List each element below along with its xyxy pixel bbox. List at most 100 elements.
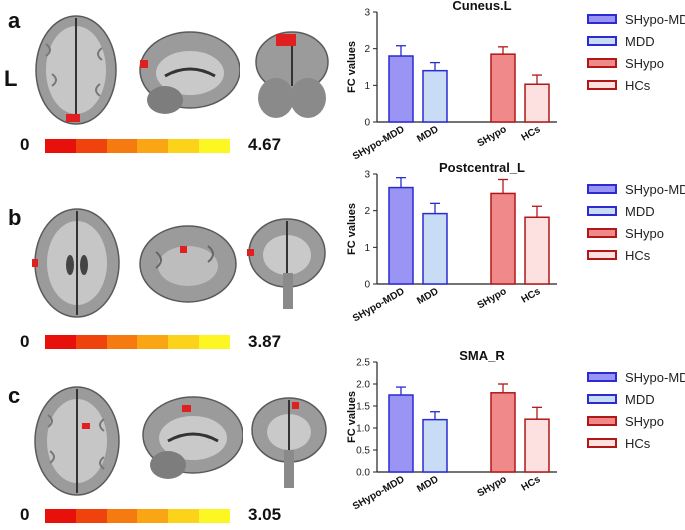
colorbar-segment [199,335,230,349]
x-tick-label: SHypo-MDD [351,124,407,162]
legend-item: MDD [587,30,685,52]
legend-swatch [587,250,617,260]
y-axis-label: FC values [346,391,358,443]
x-tick-label: HCs [520,124,543,144]
legend-item: SHypo [587,222,685,244]
legend-c: SHypo-MDD MDD SHypo HCs [587,366,685,454]
activation-blob [82,423,90,429]
legend-label: SHypo-MDD [625,11,685,27]
x-tick-label: SHypo [476,124,509,149]
scale-max-b: 3.87 [248,332,282,351]
legend-swatch [587,58,617,68]
bar [524,418,550,473]
legend-item: SHypo-MDD [587,366,685,388]
brain-axial-slice-b [32,208,120,318]
y-tick-label: 3 [364,8,370,19]
colorbar-segment [45,139,76,153]
colorbar-segment [45,509,76,523]
activation-blob [182,405,191,412]
colorbar-a [45,139,230,153]
scale-max-c: 3.05 [248,505,282,524]
brain-coronal-slice-a [255,31,329,118]
y-tick-label: 0.0 [356,468,370,479]
bar-chart-postcentral: Postcentral_L FC values 0 1 2 3 SHypo-MDD MDD SH… [346,160,557,324]
bar [388,394,414,473]
colorbar-segment [75,139,107,153]
bar [524,216,550,285]
bar [422,69,448,123]
colorbar-segment [106,139,138,153]
y-tick-label: 1 [364,81,370,92]
colorbar-segment [168,509,200,523]
activation-blob [292,402,299,409]
legend-item: HCs [587,432,685,454]
legend-item: SHypo [587,410,685,432]
y-tick-label: 1.0 [356,424,370,435]
bar [422,212,448,285]
legend-b: SHypo-MDD MDD SHypo HCs [587,178,685,266]
legend-label: MDD [625,33,655,49]
legend-swatch [587,438,617,448]
scale-min-c: 0 [20,505,30,524]
bar [422,418,448,473]
y-tick-label: 3 [364,170,370,181]
x-tick-label: SHypo [476,286,509,311]
legend-swatch [587,206,617,216]
legend-label: HCs [625,435,651,451]
y-tick-label: 1.5 [356,402,370,413]
legend-label: MDD [625,391,655,407]
legend-item: SHypo-MDD [587,8,685,30]
panel-letter-c: c [8,383,21,408]
left-hemisphere-label: L [4,66,18,91]
brain-sagittal-slice-c [142,396,243,479]
brain-coronal-slice-b [247,218,326,309]
legend-label: SHypo [625,55,665,71]
x-tick-label: SHypo [476,474,509,499]
legend-swatch [587,80,617,90]
chart-title: SMA_R [459,348,505,363]
y-tick-label: 0 [364,280,370,291]
bar-chart-cuneus: Cuneus.L FC values 0 1 2 3 SHypo-MDD MDD SHypo HC… [346,0,557,162]
legend-swatch [587,372,617,382]
brain-axial-slice-c [34,386,120,496]
activation-blob [276,34,296,46]
colorbar-segment [45,335,76,349]
x-tick-label: HCs [520,474,543,494]
legend-swatch [587,416,617,426]
legend-label: SHypo-MDD [625,181,685,197]
colorbar-segment [168,335,200,349]
bar [524,83,550,123]
legend-swatch [587,394,617,404]
chart-title: Postcentral_L [439,160,525,175]
brain-sagittal-slice-a [139,31,240,114]
bar-chart-sma: SMA_R FC values 0.0 0.5 1.0 1.5 2.0 2.5 SHypo-MD… [346,348,557,512]
colorbar-segment [199,139,230,153]
scale-max-a: 4.67 [248,135,282,154]
legend-label: SHypo [625,413,665,429]
y-tick-label: 2 [364,44,370,55]
colorbar-segment [199,509,230,523]
bar [490,192,516,285]
colorbar-b [45,335,230,349]
x-tick-label: SHypo-MDD [351,286,407,324]
colorbar-segment [75,509,107,523]
activation-blob [66,114,80,122]
y-axis-label: FC values [346,41,358,93]
activation-blob [180,246,187,253]
bar [490,392,516,473]
activation-blob [32,259,38,267]
legend-swatch [587,14,617,24]
y-tick-label: 0 [364,118,370,129]
legend-label: HCs [625,77,651,93]
legend-label: SHypo-MDD [625,369,685,385]
legend-swatch [587,36,617,46]
x-tick-label: MDD [415,124,440,145]
colorbar-segment [137,139,169,153]
bar [388,55,414,123]
legend-item: HCs [587,74,685,96]
legend-label: SHypo [625,225,665,241]
colorbar-segment [137,335,169,349]
bar [388,186,414,285]
brain-axial-slice-a [35,15,117,125]
colorbar-segment [106,335,138,349]
